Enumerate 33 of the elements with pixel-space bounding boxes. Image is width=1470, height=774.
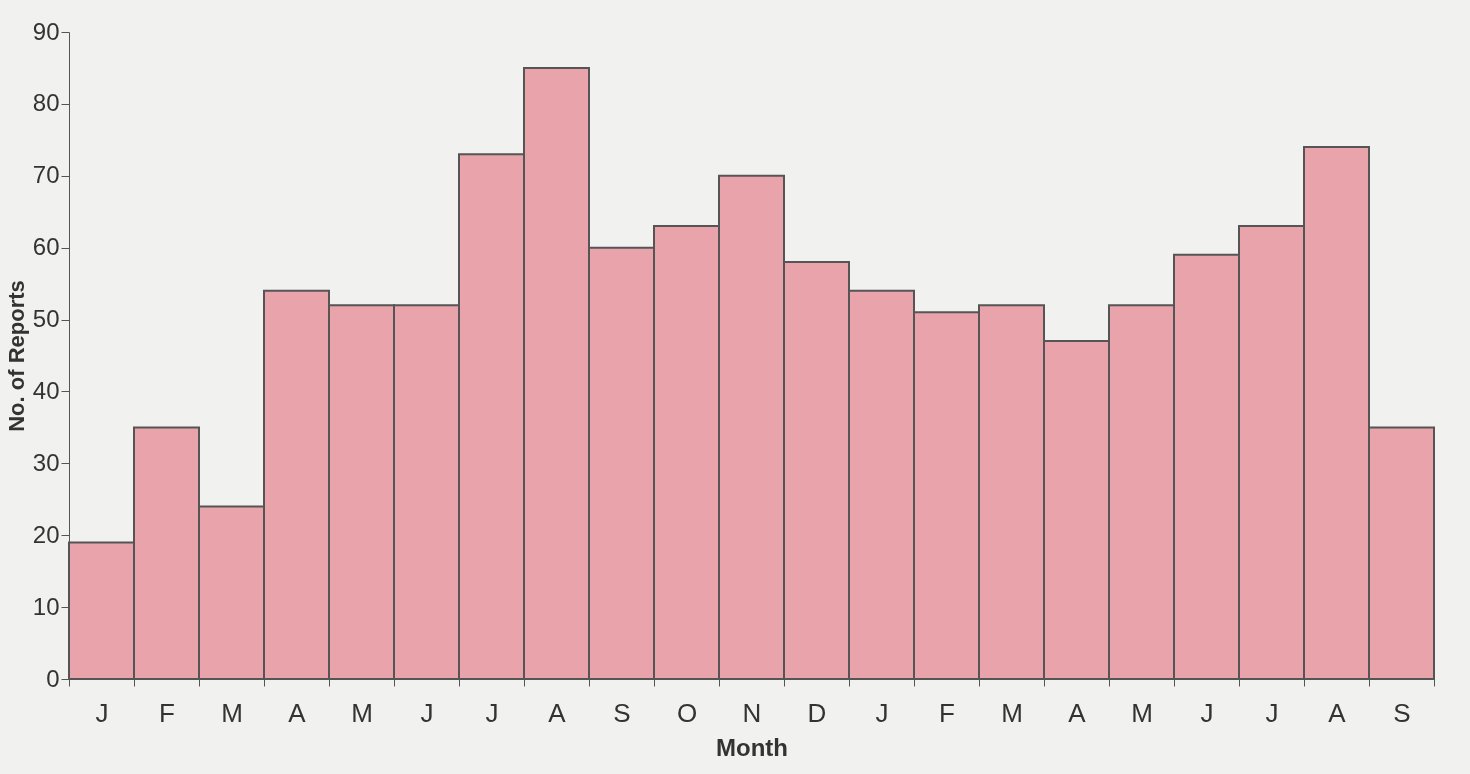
x-tick-label: N [742,697,762,728]
y-tick-label: 40 [32,376,60,404]
x-tick-label: A [288,697,307,728]
x-tick-label: S [1393,697,1411,728]
y-tick-label: 0 [46,664,60,692]
x-tick-label: M [221,697,243,728]
x-tick-label: J [1200,697,1214,728]
y-tick-label: 70 [32,161,60,189]
x-tick-label: A [1068,697,1087,728]
y-tick-label: 10 [32,592,60,620]
x-tick-label: J [95,697,109,728]
x-tick-label: M [351,697,373,728]
x-tick-label: F [159,697,175,728]
x-tick-label: J [875,697,889,728]
y-tick-label: 30 [32,448,60,476]
y-tick-label: 90 [32,17,60,45]
y-tick-label: 80 [32,89,60,117]
x-axis-title: Month [716,733,788,761]
x-tick-label: J [485,697,499,728]
y-tick-label: 20 [32,520,60,548]
y-axis-title: No. of Reports [3,280,29,432]
x-tick-label: F [939,697,955,728]
x-tick-label: A [1328,697,1347,728]
x-tick-label: A [548,697,567,728]
x-tick-label: M [1131,697,1153,728]
x-tick-label: J [420,697,434,728]
x-tick-label: D [807,697,827,728]
x-tick-label: M [1001,697,1023,728]
x-tick-label: S [613,697,631,728]
x-tick-label: O [676,697,698,728]
x-tick-label: J [1265,697,1279,728]
y-tick-label: 50 [32,305,60,333]
y-tick-label: 60 [32,233,60,261]
